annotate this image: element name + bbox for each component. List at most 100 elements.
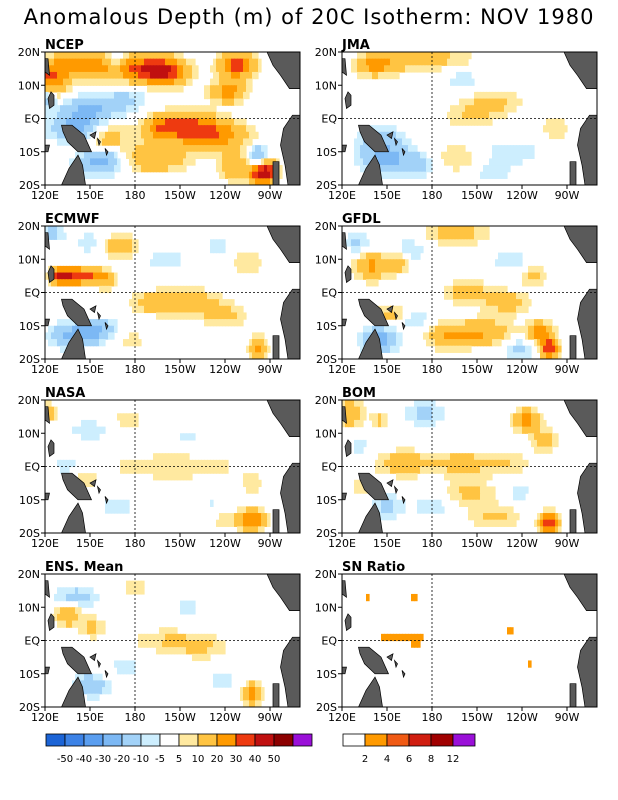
- field-cell: [78, 125, 82, 133]
- field-cell: [207, 647, 211, 655]
- field-cell: [195, 118, 199, 126]
- field-cell: [456, 58, 460, 66]
- lon-tick-label: 150E: [76, 363, 104, 376]
- field-cell: [129, 419, 133, 428]
- field-cell: [456, 239, 460, 247]
- field-cell: [195, 131, 199, 140]
- field-cell: [468, 345, 472, 353]
- field-cell: [405, 239, 409, 247]
- field-cell: [270, 165, 274, 173]
- colorbar-swatch: [364, 733, 388, 747]
- field-cell: [423, 459, 427, 468]
- field-cell: [189, 78, 193, 86]
- field-cell: [402, 473, 406, 481]
- field-cell: [135, 587, 139, 595]
- colorbar-swatch: [292, 733, 313, 747]
- field-cell: [123, 419, 127, 428]
- field-cell: [171, 292, 175, 300]
- field-cell: [405, 259, 409, 267]
- field-cell: [420, 171, 424, 179]
- field-cell: [174, 105, 178, 113]
- field-cell: [516, 252, 520, 260]
- field-cell: [180, 600, 184, 608]
- field-cell: [240, 131, 244, 140]
- field-cell: [483, 473, 487, 481]
- field-cell: [441, 459, 445, 468]
- field-cell: [72, 613, 76, 622]
- field-cell: [504, 319, 508, 327]
- field-cell: [117, 252, 121, 260]
- land-mass: [272, 683, 280, 707]
- field-cell: [240, 513, 244, 521]
- field-cell: [360, 58, 364, 66]
- field-cell: [480, 453, 484, 461]
- field-cell: [198, 111, 202, 120]
- field-cell: [240, 171, 244, 179]
- field-cell: [84, 58, 88, 66]
- field-cell: [225, 305, 229, 314]
- field-cell: [468, 459, 472, 468]
- land-mass: [577, 114, 597, 185]
- field-cell: [165, 453, 169, 461]
- field-cell: [369, 58, 373, 66]
- field-cell: [369, 252, 373, 260]
- field-cell: [495, 299, 499, 307]
- field-cell: [84, 165, 88, 173]
- field-cell: [177, 285, 181, 294]
- field-cell: [258, 65, 262, 73]
- field-cell: [411, 413, 415, 421]
- field-cell: [237, 145, 241, 153]
- field-cell: [99, 165, 103, 173]
- field-cell: [480, 105, 484, 113]
- field-cell: [426, 158, 430, 166]
- field-cell: [129, 52, 133, 60]
- lat-tick-label: 20S: [316, 179, 337, 192]
- field-cell: [213, 58, 217, 66]
- field-cell: [450, 339, 454, 347]
- field-cell: [381, 459, 385, 468]
- field-cell: [123, 239, 127, 247]
- field-cell: [144, 292, 148, 300]
- field-cell: [57, 332, 61, 340]
- field-cell: [510, 319, 514, 327]
- field-cell: [447, 158, 451, 166]
- field-cell: [396, 151, 400, 159]
- field-cell: [525, 486, 529, 494]
- field-cell: [96, 339, 100, 347]
- field-cell: [480, 279, 484, 287]
- field-cell: [528, 325, 532, 333]
- field-cell: [51, 105, 55, 113]
- field-cell: [417, 419, 421, 428]
- field-cell: [57, 272, 61, 280]
- field-cell: [84, 279, 88, 287]
- field-cell: [417, 400, 421, 408]
- field-cell: [471, 486, 475, 494]
- field-cell: [234, 171, 238, 179]
- field-cell: [465, 292, 469, 300]
- field-cell: [57, 71, 61, 80]
- field-cell: [57, 111, 61, 120]
- field-cell: [222, 305, 226, 314]
- field-cell: [522, 151, 526, 159]
- field-cell: [90, 165, 94, 173]
- field-cell: [498, 98, 502, 106]
- field-cell: [237, 78, 241, 86]
- field-cell: [363, 58, 367, 66]
- field-cell: [111, 125, 115, 133]
- field-cell: [177, 312, 181, 320]
- field-cell: [216, 52, 220, 60]
- lat-tick-label: 20S: [19, 179, 40, 192]
- field-cell: [507, 466, 511, 474]
- field-cell: [45, 71, 49, 80]
- field-cell: [531, 426, 535, 434]
- field-cell: [513, 259, 517, 267]
- field-cell: [396, 446, 400, 454]
- field-cell: [540, 339, 544, 347]
- field-cell: [216, 680, 220, 688]
- field-cell: [552, 352, 556, 359]
- field-cell: [453, 339, 457, 347]
- field-cell: [60, 613, 64, 622]
- field-cell: [225, 125, 229, 133]
- field-cell: [141, 71, 145, 80]
- field-cell: [78, 52, 82, 60]
